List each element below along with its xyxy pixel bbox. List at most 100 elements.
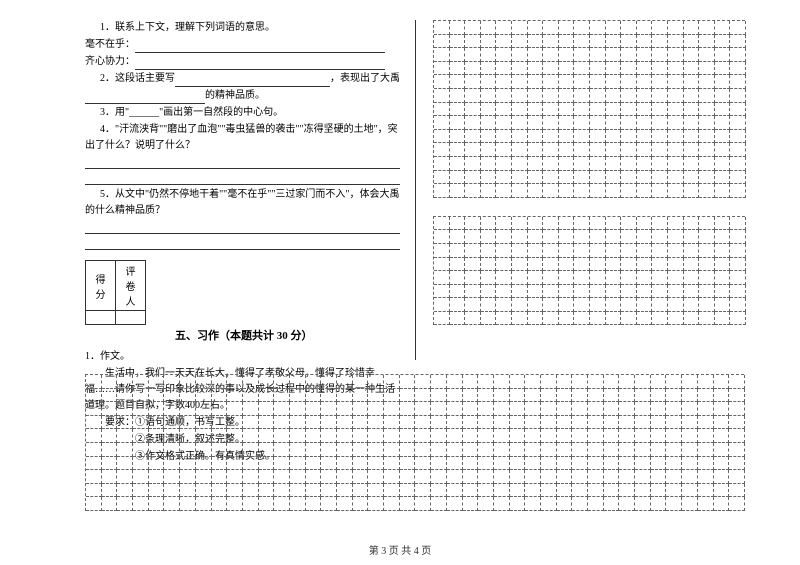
grid-cell [196, 443, 212, 457]
grid-cell [557, 457, 573, 471]
grid-cell [510, 457, 526, 471]
grid-cell [259, 443, 275, 457]
grid-cell [149, 416, 165, 430]
grid-cell [715, 271, 731, 285]
grid-cell [715, 130, 731, 144]
grid-cell [621, 89, 637, 103]
grid-cell [496, 62, 512, 76]
grid-cell [274, 443, 290, 457]
grid-cell [590, 157, 606, 171]
grid-cell [682, 416, 698, 430]
q1-term2-blank [135, 58, 385, 70]
grid-cell [668, 285, 684, 299]
grid-cell [699, 75, 715, 89]
grid-cell [590, 258, 606, 272]
grid-cell [652, 312, 668, 326]
grid-cell [666, 470, 682, 484]
grid-cell [481, 285, 497, 299]
grid-cell [559, 184, 575, 198]
grid-cell [306, 470, 322, 484]
grid-cell [525, 389, 541, 403]
grid-cell [541, 429, 557, 443]
grid-cell [668, 157, 684, 171]
grid-cell [668, 217, 684, 231]
grid-cell [574, 298, 590, 312]
grid-cell [512, 230, 528, 244]
grid-cell [528, 35, 544, 49]
grid-cell [102, 402, 118, 416]
grid-cell [337, 429, 353, 443]
grid-cell [715, 258, 731, 272]
grid-cell [86, 497, 102, 511]
grid-cell [590, 116, 606, 130]
grid-cell [559, 244, 575, 258]
grid-cell [528, 21, 544, 35]
grid-cell [635, 402, 651, 416]
grid-cell [133, 429, 149, 443]
grid-cell [415, 375, 431, 389]
grid-cell [384, 416, 400, 430]
grid-cell [668, 171, 684, 185]
grid-cell [306, 402, 322, 416]
grid-cell [227, 389, 243, 403]
grid-cell [274, 470, 290, 484]
grid-cell [525, 416, 541, 430]
grid-cell [541, 443, 557, 457]
grid-cell [730, 217, 746, 231]
grid-cell [496, 184, 512, 198]
grid-cell [651, 443, 667, 457]
grid-cell [574, 312, 590, 326]
grid-cell [590, 217, 606, 231]
grid-cell [729, 402, 745, 416]
grid-cell [415, 416, 431, 430]
grid-cell [290, 484, 306, 498]
grid-cell [668, 130, 684, 144]
grid-cell [86, 484, 102, 498]
grid-cell [604, 402, 620, 416]
grid-cell [274, 497, 290, 511]
grid-cell [290, 375, 306, 389]
grid-cell [652, 298, 668, 312]
grid-cell [196, 402, 212, 416]
grid-cell [512, 271, 528, 285]
grid-cell [212, 429, 228, 443]
grid-cell [243, 484, 259, 498]
grid-cell [447, 457, 463, 471]
grid-cell [384, 497, 400, 511]
grid-cell [434, 230, 450, 244]
grid-cell [698, 389, 714, 403]
grid-cell [259, 429, 275, 443]
grid-cell [384, 470, 400, 484]
grid-cell [117, 389, 133, 403]
grid-cell [621, 103, 637, 117]
grid-cell [415, 402, 431, 416]
grid-cell [434, 35, 450, 49]
grid-cell [652, 130, 668, 144]
grid-cell [447, 497, 463, 511]
grid-cell [621, 35, 637, 49]
grid-cell [496, 312, 512, 326]
grid-cell [574, 230, 590, 244]
grid-cell [590, 285, 606, 299]
grid-cell [164, 389, 180, 403]
grid-cell [212, 402, 228, 416]
grid-cell [321, 457, 337, 471]
grid-cell [652, 89, 668, 103]
grid-cell [528, 230, 544, 244]
grid-cell [715, 21, 731, 35]
grid-cell [572, 457, 588, 471]
grid-cell [481, 171, 497, 185]
grid-cell [668, 298, 684, 312]
grid-cell [635, 375, 651, 389]
grid-cell [715, 298, 731, 312]
q3: 3．用"______"画出第一自然段的中心句。 [85, 105, 400, 121]
grid-cell [682, 429, 698, 443]
grid-cell [496, 244, 512, 258]
grid-cell [450, 285, 466, 299]
grid-cell [528, 171, 544, 185]
grid-cell [415, 470, 431, 484]
grid-cell [478, 416, 494, 430]
grid-cell [478, 497, 494, 511]
grid-cell [715, 157, 731, 171]
grid-cell [621, 157, 637, 171]
